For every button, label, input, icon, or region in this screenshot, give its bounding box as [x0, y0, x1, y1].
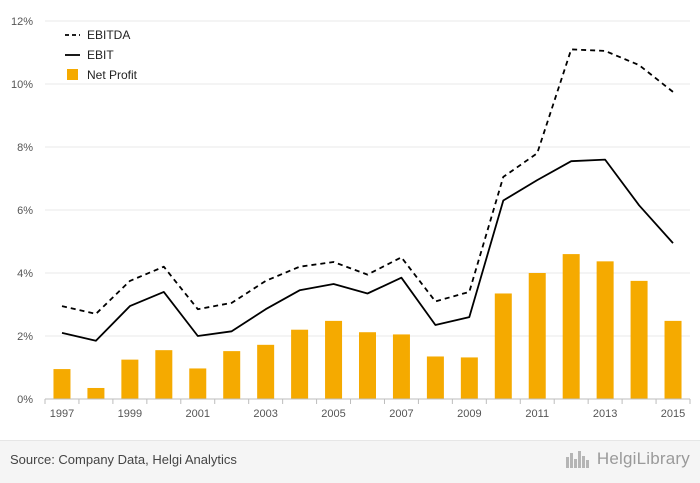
net-profit-bar: [223, 351, 241, 399]
legend-label-ebit[interactable]: EBIT: [87, 48, 114, 62]
net-profit-bar: [87, 387, 105, 399]
brand-logo[interactable]: HelgiLibrary: [565, 449, 690, 469]
net-profit-bar: [562, 254, 580, 399]
net-profit-bar: [630, 280, 648, 399]
net-profit-bar: [189, 368, 207, 399]
library-icon: [565, 451, 589, 468]
net-profit-bar: [257, 344, 275, 399]
net-profit-bar: [460, 357, 478, 399]
y-tick-label: 0%: [17, 394, 33, 406]
gridlines: [45, 20, 690, 400]
net-profit-bar: [325, 320, 343, 399]
net-profit-bar: [155, 350, 173, 399]
x-tick-label: 2007: [389, 408, 413, 420]
x-axis: 1997 1999 2001 2003 2005 2007 2009 2011 2013 2015: [44, 398, 691, 420]
y-tick-label: 4%: [17, 268, 33, 280]
y-tick-label: 12%: [11, 16, 33, 28]
x-tick-label: 1999: [118, 408, 142, 420]
y-tick-label: 2%: [17, 331, 33, 343]
legend: EBITDA EBIT Net Profit: [65, 28, 138, 82]
x-tick-label: 2001: [186, 408, 210, 420]
x-tick-label: 2013: [593, 408, 617, 420]
net-profit-bar: [426, 356, 444, 399]
net-profit-bars: [53, 254, 682, 399]
x-tick-label: 2015: [661, 408, 685, 420]
x-tick-label: 2003: [253, 408, 277, 420]
y-tick-label: 6%: [17, 205, 33, 217]
net-profit-bar: [596, 261, 614, 399]
footer: Source: Company Data, Helgi Analytics He…: [0, 440, 700, 483]
net-profit-bar: [494, 293, 512, 399]
x-tick-label: 1997: [50, 408, 74, 420]
chart: 0% 2% 4% 6% 8% 10% 12% 1997 1999 2001 2003 2005 200…: [11, 16, 691, 420]
legend-label-net-profit[interactable]: Net Profit: [87, 68, 138, 82]
ebit-line: [61, 158, 674, 342]
line-series: [61, 48, 674, 342]
x-tick-label: 2009: [457, 408, 481, 420]
net-profit-bar: [392, 334, 410, 399]
x-tick-label: 2011: [525, 408, 549, 420]
net-profit-bar: [528, 273, 546, 399]
y-axis: 0% 2% 4% 6% 8% 10% 12%: [11, 16, 33, 406]
y-tick-label: 8%: [17, 142, 33, 154]
net-profit-bar: [664, 320, 682, 399]
net-profit-bar: [291, 329, 309, 399]
legend-swatch-net-profit: [67, 69, 78, 80]
legend-label-ebitda[interactable]: EBITDA: [87, 28, 130, 42]
net-profit-bar: [121, 359, 139, 399]
net-profit-bar: [359, 332, 376, 399]
x-tick-label: 2005: [321, 408, 345, 420]
y-tick-label: 10%: [11, 79, 33, 91]
ebitda-line: [61, 48, 674, 315]
brand-name: HelgiLibrary: [596, 449, 690, 468]
net-profit-bar: [53, 369, 71, 399]
source-note: Source: Company Data, Helgi Analytics: [10, 452, 237, 467]
